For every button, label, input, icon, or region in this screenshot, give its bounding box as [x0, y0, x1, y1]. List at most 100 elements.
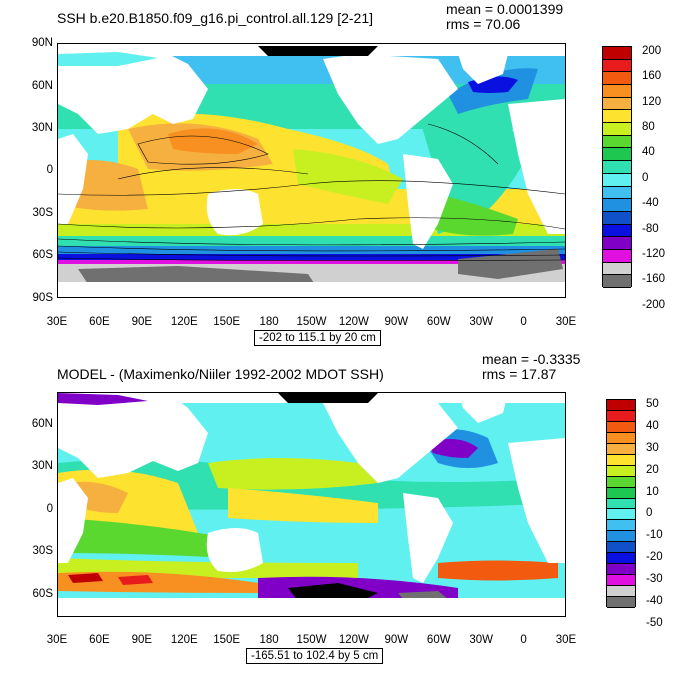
lon-label: 30E [46, 316, 68, 328]
lon-label: 30W [469, 316, 493, 328]
colorbar-swatch [603, 173, 631, 187]
colorbar-label: 200 [642, 45, 662, 57]
lat-label-30s: 30S [32, 545, 53, 557]
colorbar-swatch [603, 148, 631, 162]
colorbar-swatch [607, 520, 635, 532]
lon-label: 180 [259, 316, 279, 328]
colorbar-bottom [606, 399, 636, 608]
colorbar-swatch [603, 72, 631, 86]
panel-title: MODEL - (Maximenko/Niiler 1992-2002 MDOT… [57, 366, 384, 382]
colorbar-swatch [603, 262, 631, 276]
lon-label: 120E [170, 634, 198, 646]
lon-label: 60W [426, 316, 451, 328]
colorbar-swatch [603, 211, 631, 225]
colorbar-swatch [603, 237, 631, 250]
lat-label-60s: 60S [32, 588, 53, 600]
colorbar-swatch [603, 123, 631, 136]
lon-label: 30E [555, 634, 577, 646]
colorbar-swatch [607, 454, 635, 466]
colorbar-swatch [607, 498, 635, 510]
colorbar-swatch [607, 443, 635, 455]
mean-value: mean = -0.3335 [482, 351, 581, 367]
mean-value: mean = 0.0001399 [446, 1, 564, 17]
colorbar-label: 160 [642, 70, 662, 83]
colorbar-label: -30 [646, 573, 663, 586]
colorbar-swatch [603, 97, 631, 111]
lon-label: 60E [89, 634, 110, 646]
colorbar-swatch [607, 575, 635, 587]
colorbar-top [602, 46, 632, 288]
colorbar-swatch [607, 465, 635, 477]
colorbar-swatch [607, 432, 635, 444]
colorbar-swatch [607, 487, 635, 499]
colorbar-label: -80 [642, 222, 659, 235]
contour-interval-label: -202 to 115.1 by 20 cm [254, 330, 381, 346]
lon-label: 0 [520, 634, 527, 646]
lon-label: 90E [131, 634, 153, 646]
colorbar-swatch [607, 410, 635, 422]
lon-label: 30E [555, 316, 577, 328]
lon-label: 150E [213, 634, 241, 646]
colorbar-swatch [607, 586, 635, 598]
colorbar-label: -40 [646, 595, 663, 608]
lat-label-60s: 60S [32, 249, 53, 261]
colorbar-label: -20 [646, 551, 663, 564]
lat-label-30n: 30N [31, 122, 53, 134]
colorbar-swatch [603, 186, 631, 200]
lon-label: 30W [469, 634, 493, 646]
contour-interval-label: -165.51 to 102.4 by 5 cm [246, 648, 384, 664]
rms-value: rms = 17.87 [482, 366, 557, 382]
colorbar-label: -10 [646, 529, 663, 542]
lon-label: 0 [520, 316, 527, 328]
lon-label: 60E [89, 316, 110, 328]
rms-value: rms = 70.06 [446, 16, 521, 32]
colorbar-swatch [603, 199, 631, 212]
lat-label-30s: 30S [32, 207, 53, 219]
colorbar-label: 30 [646, 441, 659, 454]
ssh-diff-map-bottom [57, 392, 566, 617]
lon-label: 180 [259, 634, 279, 646]
colorbar-label: 120 [642, 95, 662, 108]
lon-label: 60W [426, 634, 451, 646]
colorbar-label: -200 [642, 298, 666, 311]
colorbar-swatch [607, 597, 635, 608]
colorbar-label: -40 [642, 197, 659, 210]
colorbar-label: 0 [642, 171, 649, 184]
colorbar-swatch [607, 564, 635, 576]
colorbar-swatch [603, 59, 631, 73]
lon-label: 120E [170, 316, 198, 328]
ssh-map-top [57, 43, 566, 298]
colorbar-label: 0 [646, 507, 653, 520]
lat-label-90s: 90S [32, 292, 53, 304]
colorbar-swatch [603, 135, 631, 149]
lat-label-30n: 30N [31, 460, 53, 472]
panel-title: SSH b.e20.B1850.f09_g16.pi_control.all.1… [57, 10, 374, 26]
lat-label-60n: 60N [31, 80, 53, 92]
colorbar-label: -120 [642, 247, 666, 260]
colorbar-swatch [603, 224, 631, 238]
colorbar-swatch [607, 509, 635, 521]
lon-label: 150E [213, 316, 241, 328]
lon-label: 90E [131, 316, 153, 328]
lon-label: 150W [296, 634, 327, 646]
colorbar-swatch [607, 542, 635, 554]
colorbar-swatch [603, 47, 631, 60]
lon-label: 30E [46, 634, 68, 646]
colorbar-label: 50 [646, 398, 659, 410]
colorbar-label: 40 [646, 419, 659, 432]
colorbar-label: -50 [646, 616, 663, 629]
lat-label-0: 0 [46, 164, 53, 176]
lat-label-0: 0 [46, 503, 53, 515]
lat-label-60n: 60N [31, 418, 53, 430]
lat-label-90n: 90N [31, 37, 53, 49]
colorbar-swatch [607, 421, 635, 433]
lon-label: 150W [296, 316, 327, 328]
colorbar-swatch [607, 476, 635, 488]
lon-label: 120W [338, 316, 369, 328]
colorbar-swatch [603, 249, 631, 263]
colorbar-label: -160 [642, 273, 666, 286]
colorbar-swatch [607, 553, 635, 565]
lon-label: 90W [384, 634, 409, 646]
colorbar-swatch [603, 110, 631, 124]
lon-label: 90W [384, 316, 409, 328]
